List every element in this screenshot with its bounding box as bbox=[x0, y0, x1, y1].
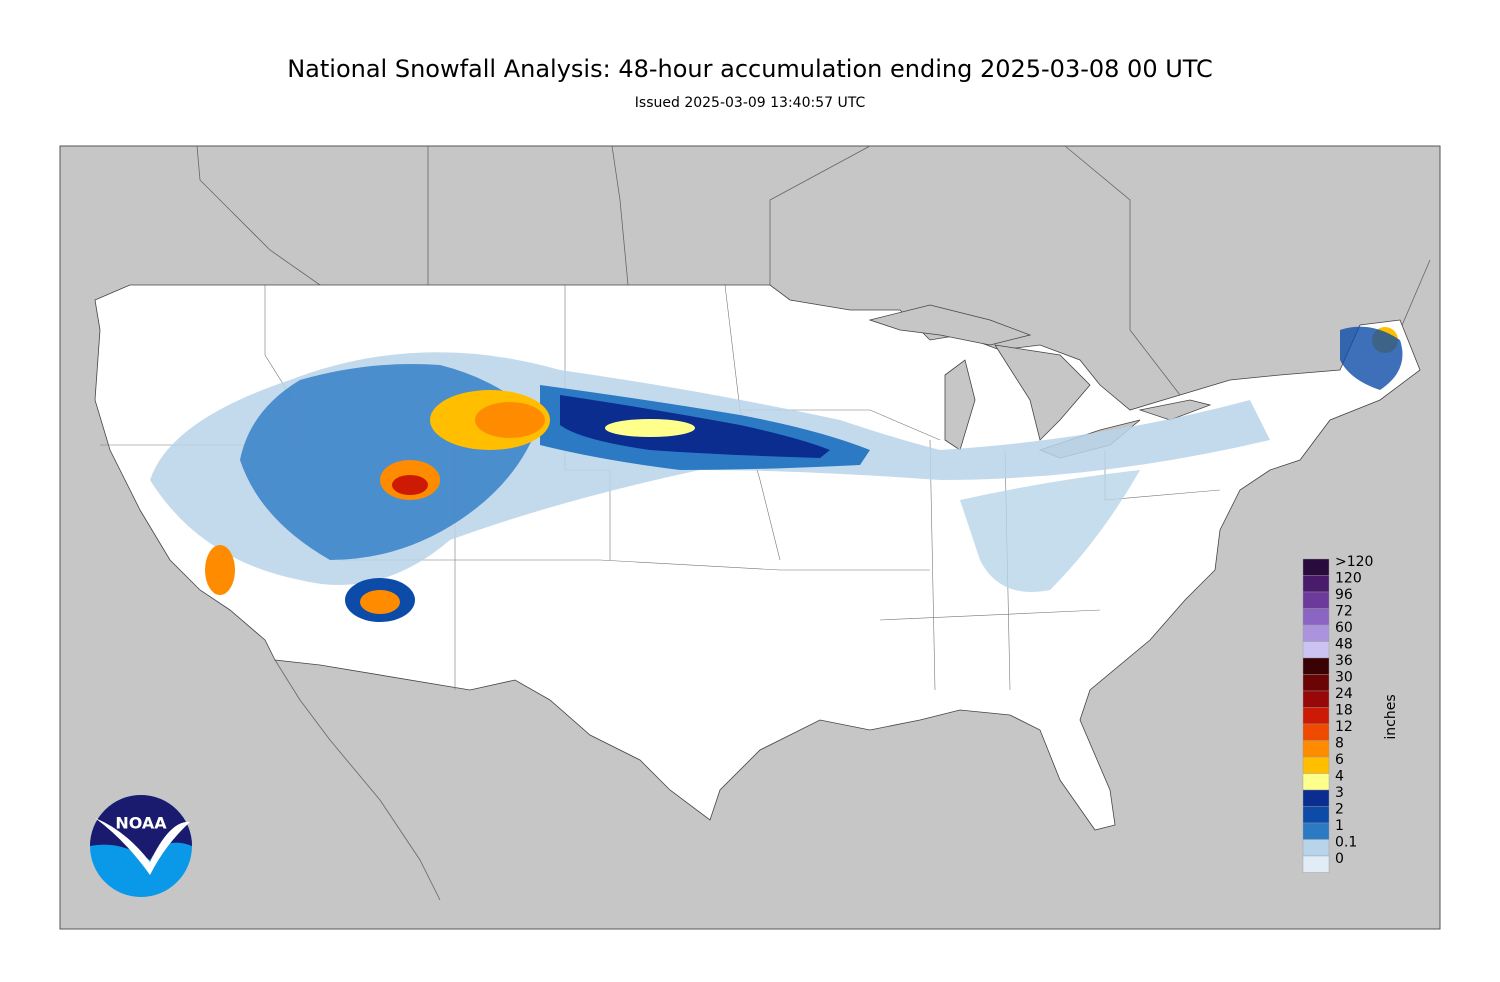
legend-swatch bbox=[1302, 641, 1330, 659]
legend-label: 60 bbox=[1335, 620, 1353, 636]
legend-swatch bbox=[1302, 789, 1330, 807]
subtitle: Issued 2025-03-09 13:40:57 UTC bbox=[635, 95, 866, 111]
legend-label: 120 bbox=[1335, 571, 1362, 587]
legend-swatch bbox=[1302, 806, 1330, 824]
legend-label: 12 bbox=[1335, 719, 1353, 735]
legend-swatch bbox=[1302, 674, 1330, 692]
legend-swatch bbox=[1302, 558, 1330, 576]
legend-label: 2 bbox=[1335, 802, 1344, 818]
legend-label: 36 bbox=[1335, 653, 1353, 669]
snowfall bbox=[150, 326, 1403, 622]
legend-label: 0.1 bbox=[1335, 835, 1357, 851]
legend-label: 3 bbox=[1335, 785, 1344, 801]
legend-label: >120 bbox=[1335, 554, 1373, 570]
legend-swatch bbox=[1302, 740, 1330, 758]
map bbox=[59, 145, 1441, 930]
legend-swatch bbox=[1302, 855, 1330, 873]
legend-label: 0 bbox=[1335, 851, 1344, 867]
legend-swatch bbox=[1302, 756, 1330, 774]
legend-swatch bbox=[1302, 591, 1330, 609]
logo-text: NOAA bbox=[115, 814, 167, 833]
legend-swatch bbox=[1302, 624, 1330, 642]
legend-swatch bbox=[1302, 690, 1330, 708]
legend-label: 24 bbox=[1335, 686, 1353, 702]
legend-label: 48 bbox=[1335, 637, 1353, 653]
legend-swatch bbox=[1302, 822, 1330, 840]
legend-swatch bbox=[1302, 608, 1330, 626]
legend-label: 4 bbox=[1335, 769, 1344, 785]
legend-label: 18 bbox=[1335, 703, 1353, 719]
legend-label: 96 bbox=[1335, 587, 1353, 603]
legend-swatch bbox=[1302, 575, 1330, 593]
legend-swatch bbox=[1302, 773, 1330, 791]
legend-label: 72 bbox=[1335, 604, 1353, 620]
legend-label: 6 bbox=[1335, 752, 1344, 768]
title: National Snowfall Analysis: 48-hour accu… bbox=[287, 55, 1213, 83]
legend-label: 1 bbox=[1335, 818, 1344, 834]
legend-swatch bbox=[1302, 839, 1330, 857]
legend: inches >1201209672604836302418128643210.… bbox=[1302, 554, 1399, 873]
legend-unit: inches bbox=[1383, 694, 1399, 739]
legend-label: 30 bbox=[1335, 670, 1353, 686]
legend-label: 8 bbox=[1335, 736, 1344, 752]
noaa-logo: NOAA bbox=[90, 795, 192, 897]
legend-swatch bbox=[1302, 707, 1330, 725]
legend-swatch bbox=[1302, 723, 1330, 741]
legend-swatch bbox=[1302, 657, 1330, 675]
